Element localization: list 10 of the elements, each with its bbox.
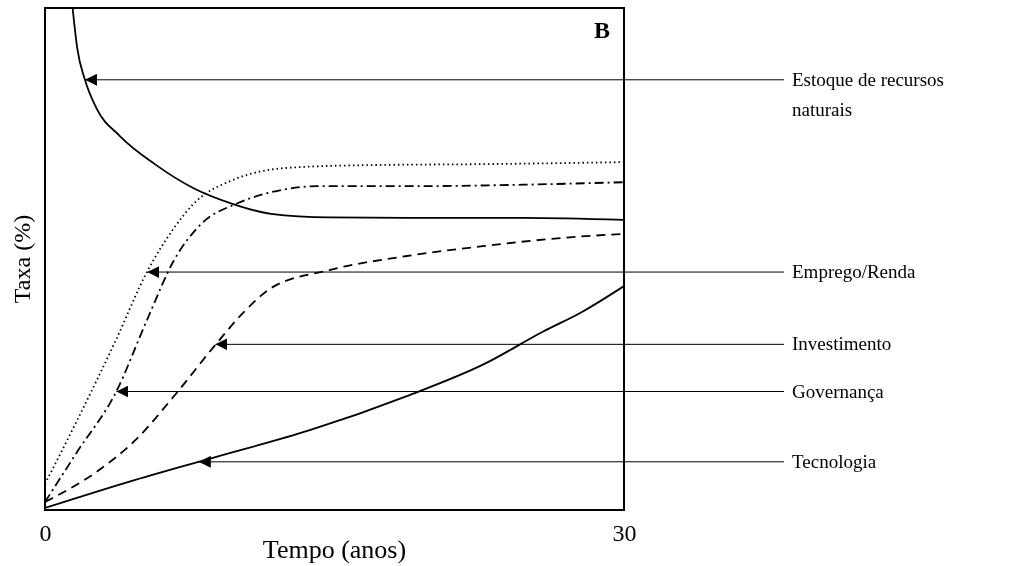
x-tick-label: 0 (39, 520, 52, 547)
annotation: Investimento (792, 333, 892, 355)
annotation: Emprego/Renda (792, 261, 917, 283)
annotation: B (593, 17, 610, 43)
annotation: Governança (792, 380, 885, 402)
annotation: Tecnologia (792, 450, 877, 472)
x-tick-label: 30 (612, 520, 637, 547)
x-axis-title: Tempo (anos) (262, 535, 407, 564)
y-axis-title: Taxa (%) (9, 214, 35, 304)
annotation: Estoque de recursos naturais (792, 68, 944, 120)
